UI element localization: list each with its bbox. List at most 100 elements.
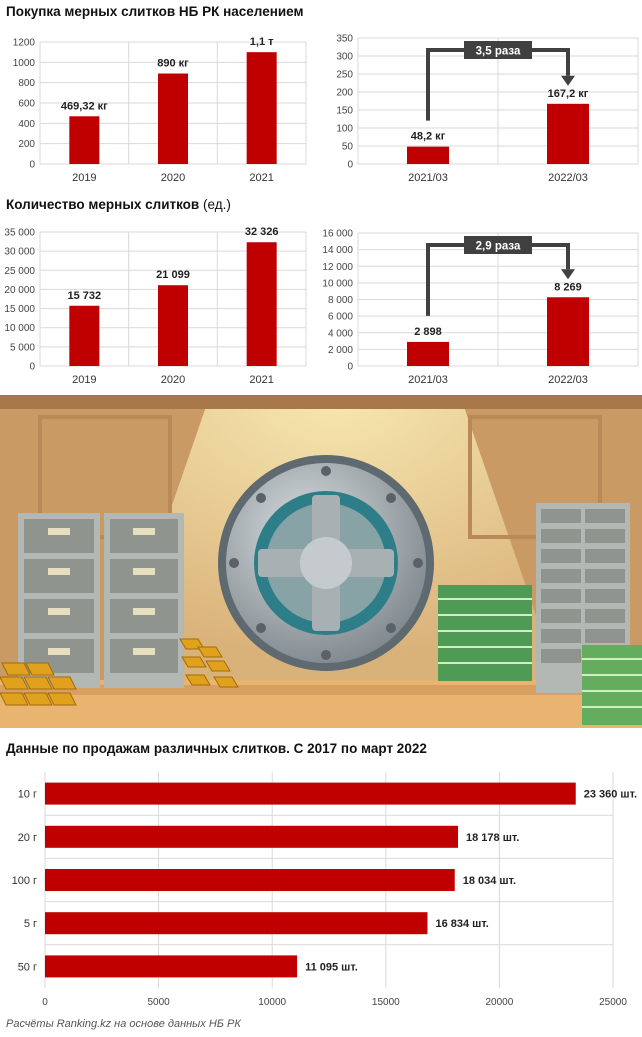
y-tick-label: 0 [347,160,353,171]
x-tick-label: 5000 [147,997,170,1008]
chart-sales-by-weight: 0 5000 10000 15000 20000 25000 10 г 23 360 шт. 2… [12,772,637,1008]
x-tick-label: 2019 [72,374,96,386]
data-label: 18 178 шт. [466,832,519,844]
x-tick-label: 2020 [161,172,185,184]
x-tick-label: 20000 [485,997,513,1008]
y-tick-label: 4 000 [328,328,353,339]
chart-title-count-main: Количество мерных слитков [6,197,200,212]
y-tick-label: 0 [29,160,35,171]
data-label: 8 269 [554,281,582,293]
growth-badge-label: 3,5 раза [476,46,521,58]
y-tick-label: 300 [336,52,353,63]
y-tick-label: 14 000 [322,245,353,256]
data-label: 18 034 шт. [463,875,516,887]
data-label: 21 099 [156,269,190,281]
source-footnote: Расчёты Ranking.kz на основе данных НБ Р… [6,1018,241,1030]
y-tick-label: 600 [18,99,35,110]
y-tick-label: 10 000 [322,278,353,289]
data-label: 32 326 [245,226,279,238]
data-label: 167,2 кг [548,88,589,100]
y-tick-label: 20 г [18,832,37,844]
y-tick-label: 35 000 [4,228,35,239]
data-label: 23 360 шт. [584,789,637,801]
y-tick-label: 10 г [18,789,37,801]
y-tick-label: 250 [336,70,353,81]
y-tick-label: 5 г [24,918,37,930]
growth-badge [464,236,532,254]
y-tick-label: 100 г [12,875,37,887]
x-tick-label: 2022/03 [548,374,588,386]
x-tick-label: 2021/03 [408,374,448,386]
x-tick-label: 2021 [249,374,273,386]
bar [246,52,277,164]
y-tick-label: 100 [336,124,353,135]
x-tick-label: 0 [42,997,48,1008]
x-tick-label: 15000 [372,997,400,1008]
y-tick-label: 20 000 [4,285,35,296]
y-tick-label: 10 000 [4,323,35,334]
bar [407,341,449,366]
y-tick-label: 5 000 [10,342,35,353]
y-tick-label: 150 [336,106,353,117]
bar [547,297,589,366]
bar [45,825,459,848]
y-tick-label: 0 [29,362,35,373]
y-tick-label: 1000 [13,58,36,69]
y-tick-label: 12 000 [322,262,353,273]
y-tick-label: 200 [336,88,353,99]
y-tick-label: 350 [336,34,353,45]
bar [69,305,100,366]
data-label: 48,2 кг [411,131,446,143]
y-tick-label: 6 000 [328,312,353,323]
bar [45,955,298,978]
x-tick-label: 2021/03 [408,172,448,184]
y-tick-label: 50 г [18,961,37,973]
bar [246,242,277,366]
data-label: 890 кг [157,58,189,70]
chart-title-purchases: Покупка мерных слитков НБ РК населением [6,4,304,19]
growth-arrow-head [561,75,575,86]
data-label: 469,32 кг [61,100,108,112]
growth-arrow-head [561,269,575,280]
y-tick-label: 8 000 [328,295,353,306]
data-label: 16 834 шт. [435,918,488,930]
y-tick-label: 200 [18,139,35,150]
chart-count-march: 0 2 000 4 000 6 000 8 000 10 000 12 000 14 000 1… [322,229,639,386]
y-tick-label: 15 000 [4,304,35,315]
data-label: 2 898 [414,326,442,338]
data-label: 1,1 т [250,36,274,48]
chart-count-annual: 0 5 000 10 000 15 000 20 000 25 000 30 000 35 0… [4,226,307,386]
bar [69,116,100,164]
y-tick-label: 16 000 [322,229,353,240]
bar [547,103,589,164]
bar [45,782,576,805]
x-tick-label: 2020 [161,374,185,386]
bar [158,73,188,164]
bar [45,869,455,891]
y-tick-label: 1200 [13,38,36,49]
x-tick-label: 10000 [258,997,286,1008]
growth-badge [464,41,532,59]
chart-purchases-annual: 0 200 400 600 800 1000 1200 469,32 кг 2019 890 кг… [13,36,307,184]
x-tick-label: 2022/03 [548,172,588,184]
y-tick-label: 400 [18,119,35,130]
bar [158,285,188,366]
chart-title-sales: Данные по продажам различных слитков. С … [6,741,427,756]
y-tick-label: 800 [18,78,35,89]
data-label: 11 095 шт. [305,961,358,973]
y-tick-label: 0 [347,362,353,373]
chart-title-count-unit: (ед.) [199,197,231,212]
x-tick-label: 2021 [249,172,273,184]
y-tick-label: 30 000 [4,247,35,258]
chart-purchases-march: 0 50 100 150 200 250 300 350 48,2 кг 2021/03 167,2… [336,34,639,184]
y-tick-label: 2 000 [328,345,353,356]
growth-badge-label: 2,9 раза [476,241,521,253]
bar [407,146,449,164]
y-tick-label: 50 [342,142,354,153]
x-tick-label: 25000 [599,997,627,1008]
chart-title-count: Количество мерных слитков (ед.) [6,197,231,212]
x-tick-label: 2019 [72,172,96,184]
data-label: 15 732 [68,290,102,302]
bar [45,912,428,935]
y-tick-label: 25 000 [4,266,35,277]
